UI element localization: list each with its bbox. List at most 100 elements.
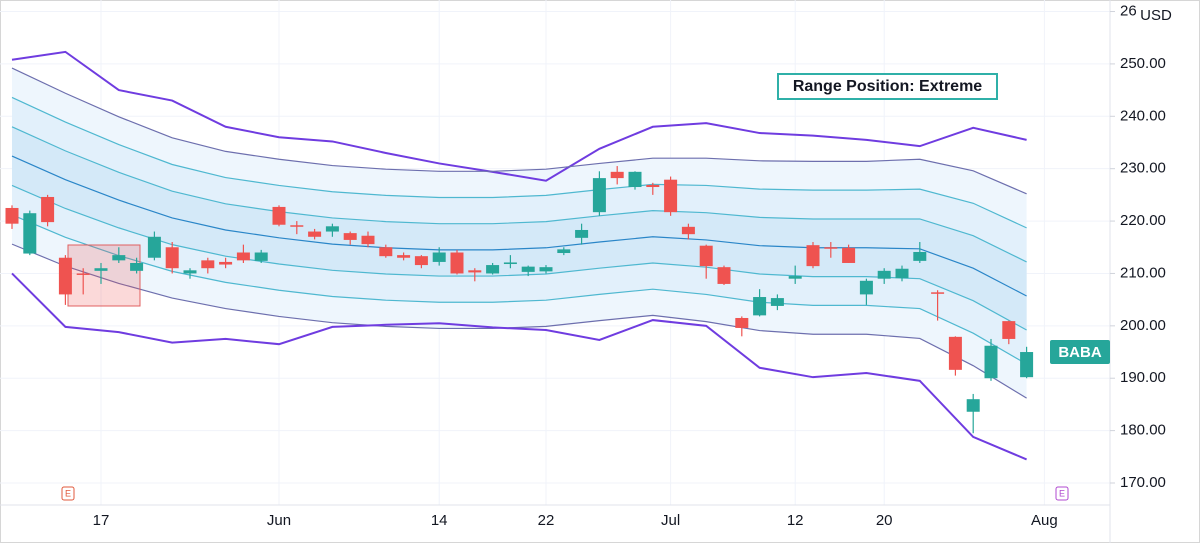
candle-body [948, 336, 962, 370]
band-line [11, 50, 1027, 182]
candle-body [806, 245, 820, 267]
candle-body [468, 270, 482, 273]
candle-body [788, 276, 802, 279]
candle-body [58, 257, 72, 295]
candle-body [414, 256, 428, 266]
y-tick-label: 240.00 [1120, 107, 1166, 124]
price-label-box [1050, 340, 1110, 365]
candle-body [1020, 352, 1034, 378]
candle-body [859, 280, 873, 295]
events: E E [61, 486, 1069, 501]
candle-body [539, 267, 553, 272]
band-line [11, 214, 1027, 365]
y-tick-label: 170.00 [1120, 474, 1166, 491]
y-tick-label: 230.00 [1120, 160, 1166, 177]
x-tick-label: Jul [661, 512, 680, 529]
event-label: E [1059, 488, 1065, 498]
candle-body [735, 317, 749, 328]
candle-body [699, 245, 713, 267]
annotation-box [777, 73, 998, 100]
band-line [11, 184, 1027, 331]
highlight-box [67, 244, 141, 307]
candle-body [76, 273, 90, 275]
candle-body [895, 268, 909, 279]
candle-body [343, 233, 357, 240]
candle-body [23, 213, 37, 254]
candle-body [183, 270, 197, 274]
candle-body [575, 229, 589, 238]
candle-body [931, 292, 945, 294]
candle-body [5, 207, 19, 224]
candle-body [272, 206, 286, 225]
candle-body [717, 267, 731, 284]
candle-body [450, 252, 464, 274]
y-tick-label: 250.00 [1120, 55, 1166, 72]
candle-body [610, 171, 624, 179]
candle-body [201, 260, 215, 269]
band-line [11, 155, 1027, 297]
candle-body [966, 399, 980, 412]
candle-body [681, 226, 695, 235]
y-tick-label: 190.00 [1120, 369, 1166, 386]
candle-body [236, 252, 250, 261]
band-fill [12, 126, 1027, 331]
candle-body [753, 297, 767, 316]
candle-body [592, 178, 606, 213]
candle-body [842, 247, 856, 263]
candle-body [325, 226, 339, 232]
candle-body [646, 184, 660, 188]
candle-body [219, 261, 233, 265]
unit-label: USD [1140, 7, 1172, 24]
candle-body [521, 266, 535, 272]
candle-body [112, 255, 126, 261]
candle-body [379, 247, 393, 257]
event-label: E [65, 488, 71, 498]
band-line [11, 243, 1027, 399]
candle-body [770, 298, 784, 306]
candle-body [165, 247, 179, 269]
candle-body [557, 249, 571, 254]
candle-body [397, 255, 411, 258]
x-tick-label: Aug [1031, 512, 1058, 529]
band-line [11, 96, 1027, 229]
candle-body [361, 235, 375, 245]
candle-body [877, 270, 891, 279]
event-marker [61, 486, 75, 501]
bands [11, 50, 1027, 461]
candle-body [664, 179, 678, 213]
candle-body [130, 262, 144, 271]
x-tick-label: Jun [267, 512, 291, 529]
candle-body [984, 345, 998, 379]
candle-body [254, 252, 268, 261]
candle-body [290, 225, 304, 227]
candle-body [147, 236, 161, 258]
x-tick-label: 17 [93, 512, 110, 529]
x-tick-label: 14 [431, 512, 448, 529]
y-tick-label: 210.00 [1120, 264, 1166, 281]
candle-body [503, 262, 517, 265]
candle-body [824, 247, 838, 249]
candle-body [432, 252, 446, 262]
price-label: BABA [1058, 344, 1101, 361]
unit-box [1136, 4, 1176, 26]
event-marker [1055, 486, 1069, 501]
candle-body [1002, 321, 1016, 339]
y-tick-label: 220.00 [1120, 212, 1166, 229]
band-line [11, 272, 1027, 461]
x-tick-label: 12 [787, 512, 804, 529]
y-tick-label: 200.00 [1120, 317, 1166, 334]
candle-body [913, 251, 927, 261]
candle-body [486, 265, 500, 274]
x-tick-label: 22 [538, 512, 555, 529]
x-tick-label: 20 [876, 512, 893, 529]
candle-body [41, 196, 55, 223]
band-line [11, 126, 1027, 263]
band-line [11, 67, 1027, 195]
y-tick-label: 180.00 [1120, 422, 1166, 439]
candle-body [94, 268, 108, 271]
candle-body [308, 231, 322, 237]
annotation: Range Position: Extreme [793, 78, 982, 95]
candles [5, 166, 1034, 434]
candle-body [628, 171, 642, 188]
